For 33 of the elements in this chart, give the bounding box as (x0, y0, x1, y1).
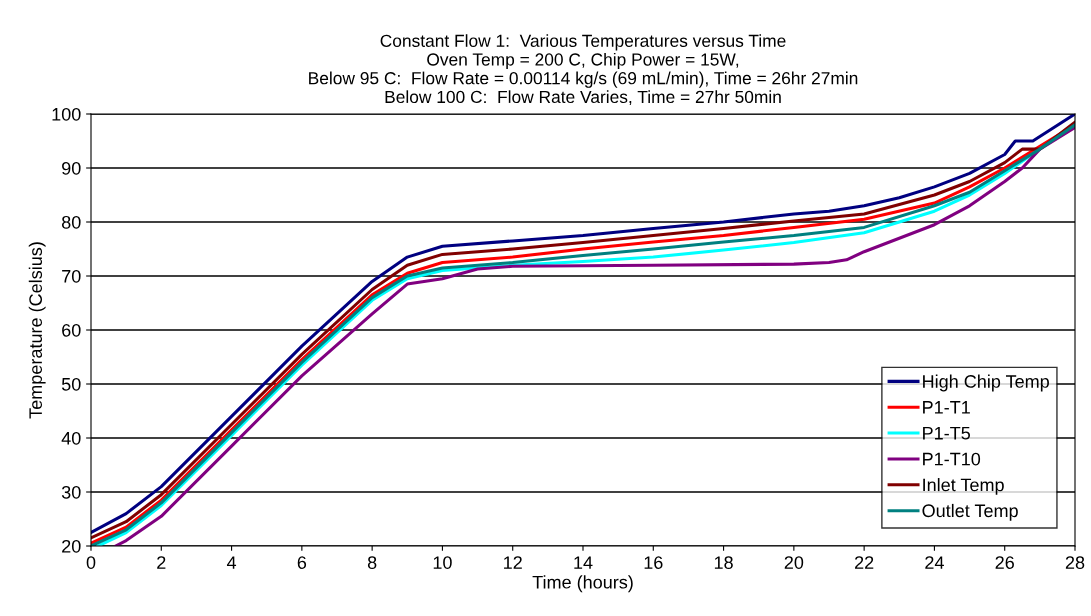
x-tick-label: 18 (714, 556, 733, 569)
legend-label: High Chip Temp (923, 374, 1049, 392)
legend-label: P1-T10 (923, 452, 981, 466)
x-axis-title: Time (hours) (532, 575, 633, 593)
x-tick-label: 2 (157, 556, 166, 569)
x-tick-label: 4 (226, 556, 237, 569)
x-tick-label: 20 (784, 556, 804, 569)
y-tick-label: 50 (61, 377, 81, 391)
x-tick-label: 24 (925, 556, 944, 569)
x-tick-label: 12 (504, 556, 522, 569)
y-tick-label: 70 (62, 269, 81, 283)
y-tick-label: 40 (61, 431, 81, 445)
y-tick-label: 80 (61, 215, 81, 229)
legend-label: P1-T5 (923, 426, 971, 440)
x-tick-label: 14 (574, 556, 593, 569)
x-tick-label: 6 (297, 556, 307, 569)
x-tick-label: 16 (644, 556, 663, 569)
x-tick-label: 22 (855, 556, 874, 569)
legend-label: Inlet Temp (923, 478, 1004, 495)
x-tick-label: 28 (1065, 556, 1085, 569)
x-tick-label: 26 (995, 556, 1014, 569)
y-tick-label: 60 (62, 323, 81, 337)
y-tick-label: 20 (62, 539, 81, 553)
x-tick-label: 0 (86, 556, 96, 569)
legend-label: P1-T1 (923, 401, 970, 414)
x-tick-label: 8 (367, 556, 377, 569)
y-axis-title: Temperature (Celsius) (28, 242, 46, 419)
chart-title: Constant Flow 1: Various Temperatures versus Time Oven Temp = 200 C, Chip Power = 15W, Below 95 C: Flow Rate = 0.00114 kg/s (69 mL/min), Time = 26hr 27min Below 100 C: Flow Rate Varies, Time = 27hr 50min (309, 34, 858, 106)
y-tick-label: 30 (61, 485, 81, 499)
y-tick-label: 90 (62, 161, 81, 175)
y-tick-label: 100 (52, 107, 81, 121)
x-tick-label: 10 (433, 556, 452, 569)
legend-label: Outlet Temp (922, 503, 1018, 521)
